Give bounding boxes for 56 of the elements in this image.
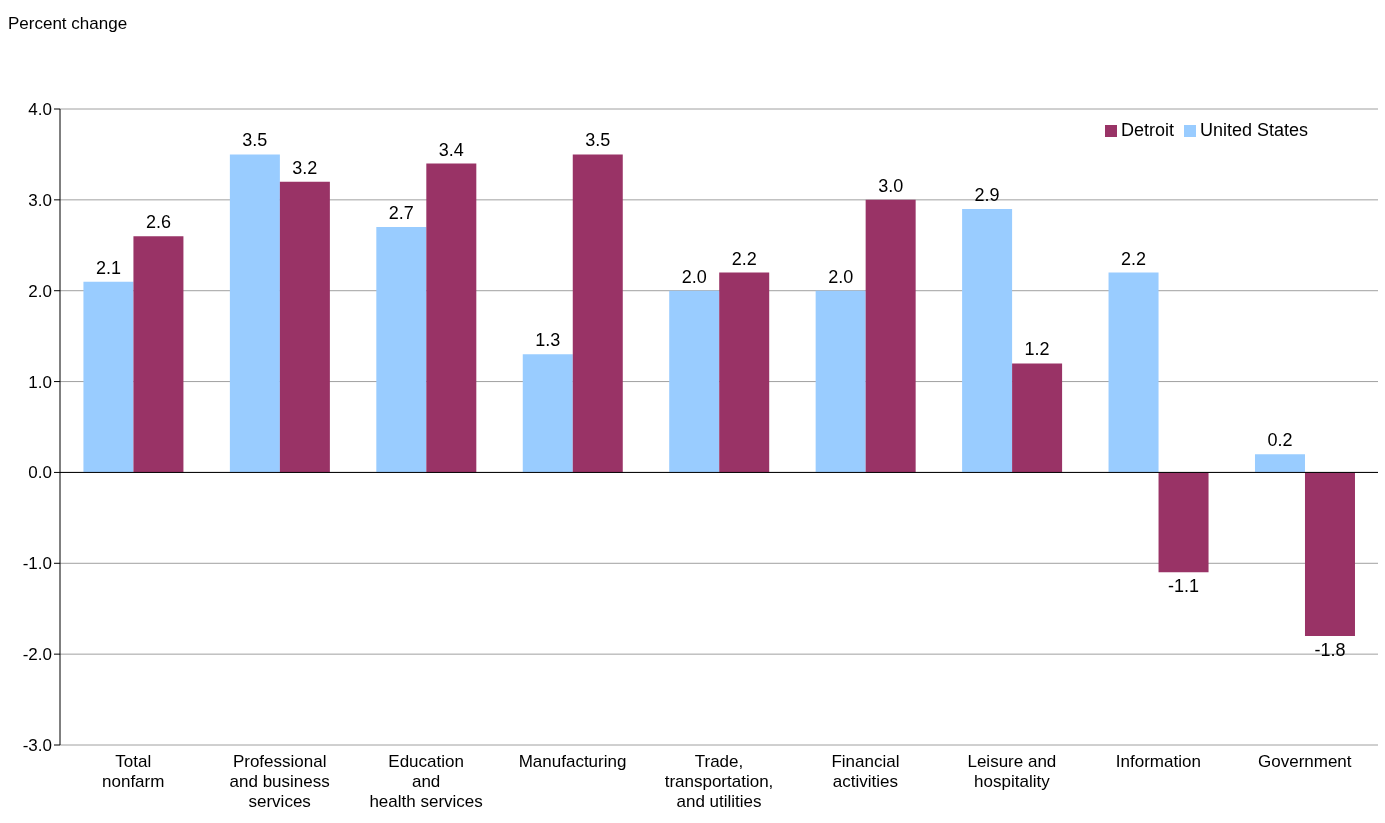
data-label: 2.6 — [145, 212, 171, 233]
x-tick-label: Information — [1115, 752, 1201, 771]
x-tick-label: Manufacturing — [518, 752, 627, 771]
x-tick-label: Professional and business services — [229, 752, 330, 811]
y-tick-label: 2.0 — [28, 281, 52, 301]
bar — [1304, 472, 1355, 636]
bar — [1254, 454, 1305, 473]
data-label: 1.2 — [1024, 339, 1050, 360]
x-tick-label: Government — [1258, 752, 1352, 771]
data-label: 2.0 — [681, 266, 707, 287]
bar — [279, 181, 330, 473]
bar — [865, 199, 916, 473]
data-label: 3.5 — [242, 130, 268, 151]
bar — [1012, 363, 1063, 473]
data-label: 3.2 — [292, 157, 318, 178]
y-tick-label: -3.0 — [22, 736, 52, 756]
x-tick-label: Financial activities — [831, 752, 900, 791]
data-label: 2.1 — [95, 257, 121, 278]
data-label: -1.1 — [1168, 576, 1200, 597]
data-label: 2.2 — [731, 248, 757, 269]
data-label: 3.4 — [438, 139, 464, 160]
data-label: 3.0 — [878, 175, 904, 196]
x-tick-label: Trade, transportation, and utilities — [664, 752, 774, 811]
bar — [962, 208, 1013, 473]
bar — [719, 272, 770, 473]
data-label: -1.8 — [1314, 639, 1346, 660]
bar — [133, 236, 184, 473]
bar — [522, 354, 573, 473]
y-tick-label: 1.0 — [28, 372, 52, 392]
bar — [669, 290, 720, 473]
bar — [572, 154, 623, 473]
bar — [1108, 272, 1159, 473]
bar — [229, 154, 280, 473]
y-tick-label: 3.0 — [28, 190, 52, 210]
data-label: 3.5 — [585, 130, 611, 151]
bar — [83, 281, 134, 473]
data-label: 0.2 — [1267, 430, 1293, 451]
y-axis-title: Percent change — [8, 14, 128, 34]
bar — [815, 290, 866, 473]
x-tick-label: Leisure and hospitality — [967, 752, 1057, 791]
data-label: 2.0 — [828, 266, 854, 287]
y-tick-label: -1.0 — [22, 554, 52, 574]
y-tick-label: 0.0 — [28, 463, 52, 483]
data-label: 1.3 — [535, 330, 561, 351]
data-label: 2.2 — [1121, 248, 1147, 269]
legend-label: Detroit — [1120, 120, 1174, 140]
bar — [426, 163, 477, 473]
y-tick-label: -2.0 — [22, 645, 52, 665]
data-label: 2.7 — [388, 203, 414, 224]
x-tick-label: Education and health services — [369, 752, 483, 811]
x-tick-label: Total nonfarm — [102, 752, 165, 791]
bar — [376, 227, 427, 473]
data-label: 2.9 — [974, 184, 1000, 205]
legend-label: United States — [1199, 120, 1308, 140]
y-tick-label: 4.0 — [28, 100, 52, 120]
bar — [1158, 472, 1209, 573]
